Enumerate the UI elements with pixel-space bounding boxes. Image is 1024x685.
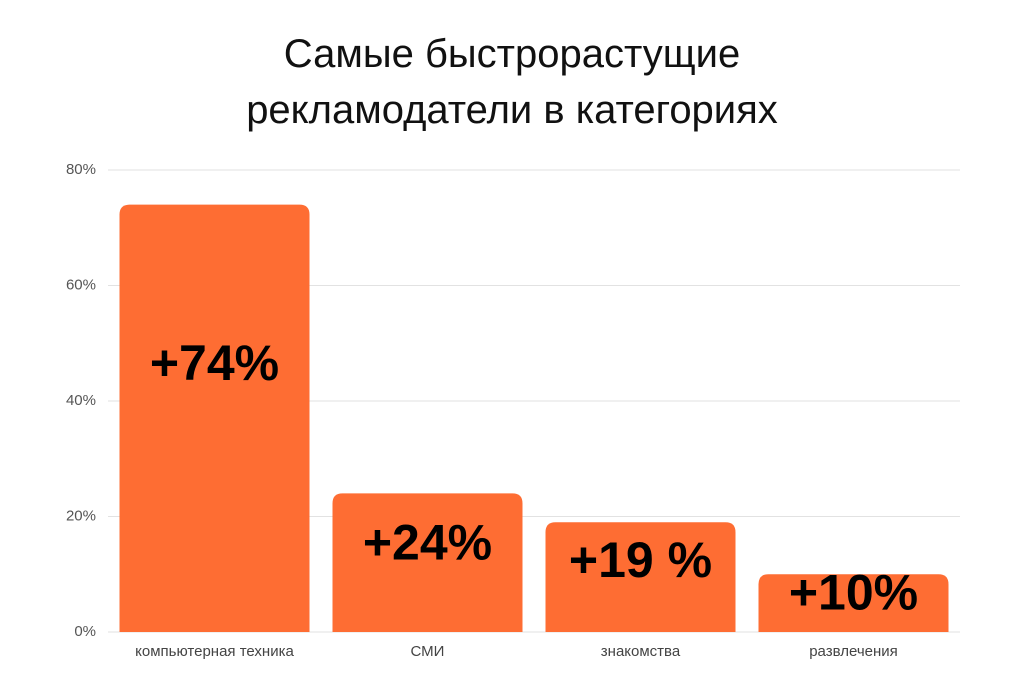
y-tick-label: 60% [66, 276, 96, 293]
bar [119, 204, 310, 632]
x-tick-label: знакомства [601, 643, 681, 660]
value-label: +24% [363, 514, 492, 570]
value-label: +19 % [569, 532, 712, 588]
y-tick-label: 0% [74, 623, 96, 640]
value-label: +74% [150, 335, 279, 391]
y-tick-label: 80% [66, 161, 96, 178]
y-tick-label: 40% [66, 392, 96, 409]
x-tick-label: СМИ [411, 643, 445, 660]
y-tick-label: 20% [66, 507, 96, 524]
bar [332, 493, 523, 632]
chart-title: Самые быстрорастущие рекламодатели в кат… [246, 32, 778, 132]
bar [545, 522, 736, 632]
x-tick-label: компьютерная техника [135, 643, 294, 660]
bar [758, 574, 949, 632]
value-label: +10% [789, 564, 918, 620]
x-tick-label: развлечения [809, 643, 898, 660]
